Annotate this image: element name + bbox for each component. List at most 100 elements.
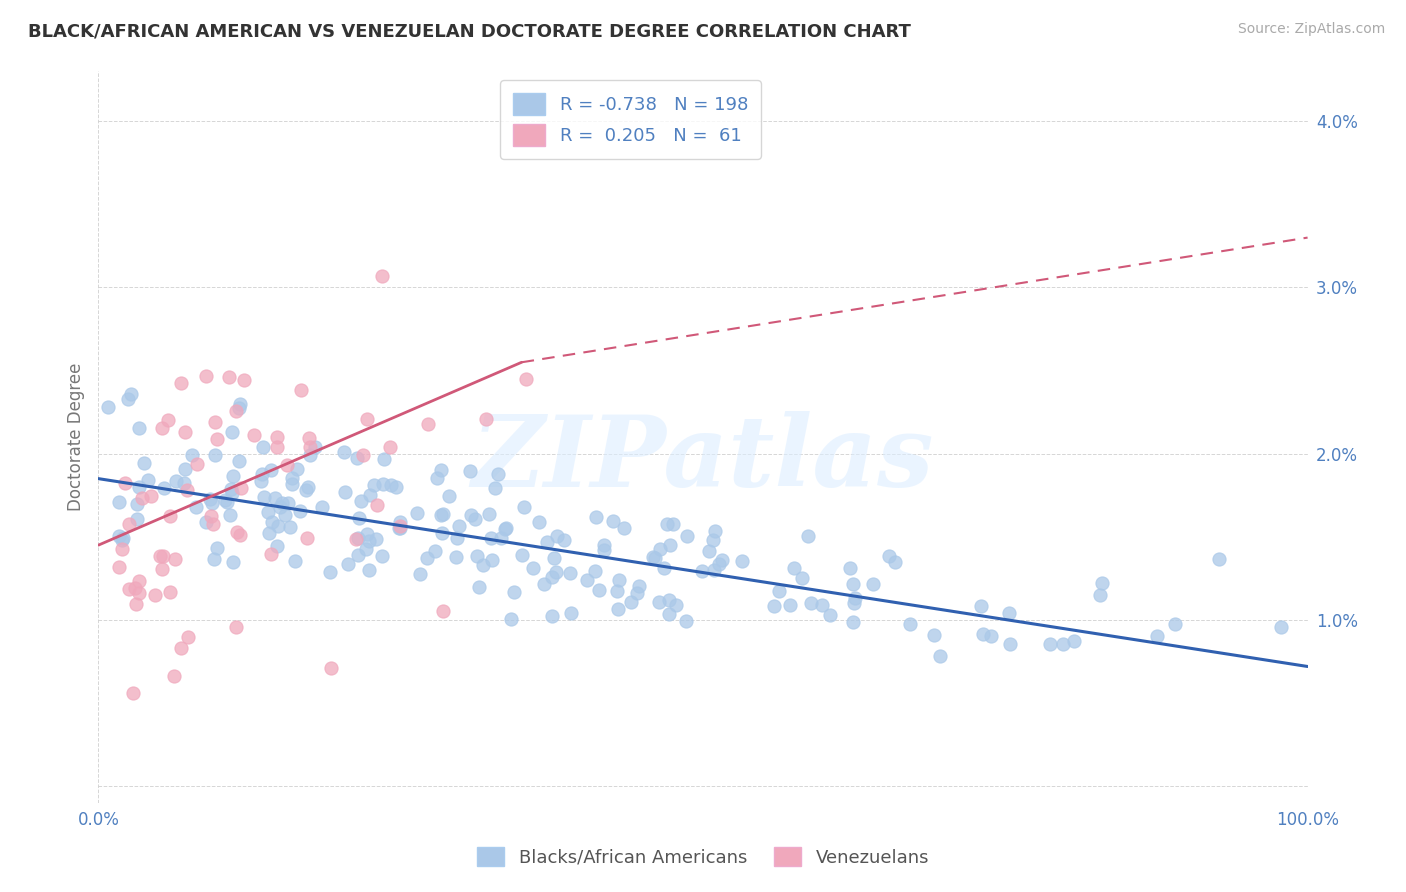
Point (513, 500, 536, 514)
Point (262, 515, 284, 529)
Point (157, 412, 180, 426)
Point (478, 507, 501, 521)
Point (260, 462, 283, 476)
Point (288, 504, 311, 518)
Point (405, 506, 427, 520)
Point (924, 628, 946, 642)
Y-axis label: Doctorate Degree: Doctorate Degree (66, 363, 84, 511)
Point (655, 517, 678, 532)
Point (430, 526, 453, 541)
Point (762, 599, 785, 614)
Point (277, 496, 299, 510)
Point (494, 522, 516, 536)
Point (311, 500, 333, 514)
Point (204, 415, 226, 429)
Point (346, 548, 368, 562)
Point (585, 510, 607, 524)
Point (458, 464, 481, 478)
Legend: Blacks/African Americans, Venezuelans: Blacks/African Americans, Venezuelans (470, 840, 936, 874)
Point (281, 471, 304, 485)
Point (359, 534, 381, 549)
Point (97, 400, 120, 414)
Point (252, 440, 274, 454)
Point (425, 544, 447, 558)
Point (319, 565, 342, 579)
Point (267, 519, 290, 533)
Point (641, 550, 664, 565)
Point (606, 583, 628, 598)
Point (124, 581, 146, 595)
Point (464, 512, 486, 526)
Point (884, 555, 907, 569)
Point (540, 570, 562, 584)
Point (285, 462, 308, 476)
Point (844, 596, 866, 610)
Point (998, 606, 1021, 620)
Point (661, 517, 683, 532)
Point (658, 593, 681, 607)
Point (363, 478, 385, 492)
Point (177, 630, 200, 644)
Point (972, 627, 994, 641)
Point (270, 495, 292, 509)
Point (731, 554, 754, 568)
Point (337, 557, 360, 571)
Point (266, 440, 288, 454)
Point (544, 565, 567, 579)
Point (444, 549, 467, 564)
Point (779, 599, 801, 613)
Point (169, 376, 191, 390)
Point (710, 553, 733, 567)
Point (108, 495, 131, 509)
Point (205, 541, 228, 555)
Point (371, 477, 394, 491)
Point (697, 544, 720, 558)
Point (432, 507, 454, 521)
Point (253, 490, 276, 504)
Point (350, 494, 373, 508)
Point (839, 561, 862, 575)
Point (266, 429, 288, 443)
Point (347, 511, 370, 525)
Point (205, 432, 228, 446)
Point (499, 612, 522, 626)
Point (929, 649, 952, 664)
Point (898, 617, 921, 632)
Point (818, 608, 841, 623)
Point (707, 557, 730, 571)
Point (200, 491, 222, 506)
Point (243, 428, 266, 442)
Point (522, 561, 544, 575)
Point (446, 531, 468, 545)
Point (128, 586, 150, 600)
Point (371, 268, 394, 283)
Point (768, 583, 790, 598)
Point (460, 508, 482, 522)
Point (862, 577, 884, 591)
Point (665, 598, 688, 612)
Point (980, 629, 1002, 643)
Point (842, 576, 865, 591)
Point (225, 620, 247, 634)
Point (112, 531, 135, 545)
Point (114, 476, 136, 491)
Point (202, 552, 225, 566)
Point (148, 549, 170, 563)
Point (648, 541, 671, 556)
Point (1039, 637, 1062, 651)
Point (1208, 552, 1230, 566)
Text: Source: ZipAtlas.com: Source: ZipAtlas.com (1237, 22, 1385, 37)
Point (108, 560, 131, 574)
Point (510, 548, 533, 562)
Point (117, 392, 139, 406)
Point (560, 606, 582, 620)
Point (970, 599, 993, 614)
Point (546, 529, 568, 543)
Point (380, 440, 402, 454)
Point (356, 412, 378, 426)
Point (159, 585, 181, 599)
Legend: R = -0.738   N = 198, R =  0.205   N =  61: R = -0.738 N = 198, R = 0.205 N = 61 (501, 80, 761, 159)
Point (176, 483, 198, 497)
Point (173, 476, 195, 491)
Point (620, 595, 643, 609)
